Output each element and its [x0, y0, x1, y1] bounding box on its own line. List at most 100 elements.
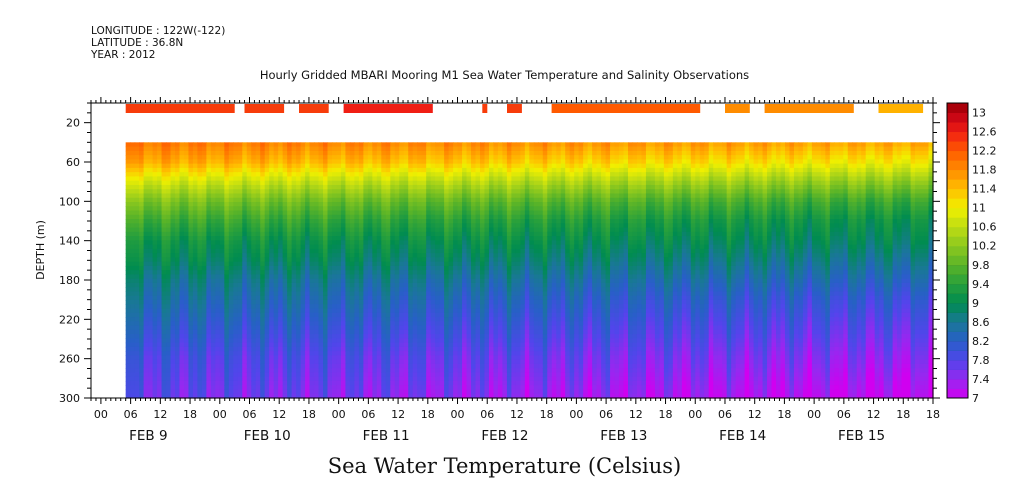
- field-cell: [287, 338, 293, 344]
- field-cell: [161, 287, 167, 293]
- field-cell: [130, 295, 136, 301]
- field-cell: [430, 193, 436, 199]
- field-cell: [376, 363, 382, 369]
- field-cell: [170, 146, 176, 152]
- field-cell: [251, 325, 257, 331]
- field-cell: [484, 184, 490, 190]
- field-cell: [417, 274, 423, 280]
- field-cell: [278, 201, 284, 207]
- field-cell: [488, 295, 495, 301]
- field-cell: [385, 342, 391, 348]
- field-cell: [269, 299, 275, 305]
- field-cell: [309, 184, 315, 190]
- field-cell: [188, 299, 194, 305]
- field-cell: [345, 210, 351, 216]
- field-cell: [323, 193, 329, 199]
- field-cell: [246, 274, 252, 280]
- field-cell: [403, 227, 409, 233]
- field-cell: [408, 308, 414, 314]
- field-cell: [421, 363, 427, 369]
- field-cell: [269, 325, 275, 331]
- field-cell: [488, 189, 495, 195]
- field-cell: [246, 376, 252, 382]
- field-cell: [314, 355, 320, 361]
- field-cell: [435, 385, 441, 391]
- field-cell: [448, 176, 454, 182]
- field-cell: [367, 172, 373, 178]
- field-cell: [130, 282, 136, 288]
- field-cell: [358, 389, 364, 395]
- field-cell: [385, 227, 391, 233]
- field-cell: [251, 380, 257, 386]
- field-cell: [282, 363, 288, 369]
- field-cell: [345, 223, 351, 229]
- field-cell: [323, 265, 329, 271]
- field-cell: [255, 184, 261, 190]
- field-cell: [403, 240, 409, 246]
- field-cell: [435, 240, 441, 246]
- field-cell: [260, 287, 266, 293]
- field-cell: [453, 291, 459, 297]
- field-cell: [179, 308, 185, 314]
- field-cell: [323, 142, 329, 148]
- field-cell: [246, 287, 252, 293]
- field-cell: [237, 261, 243, 267]
- field-cell: [210, 282, 216, 288]
- field-cell: [354, 325, 360, 331]
- field-cell: [228, 248, 234, 254]
- field-cell: [269, 308, 275, 314]
- field-cell: [148, 270, 154, 276]
- field-cell: [363, 189, 369, 195]
- field-cell: [166, 372, 172, 378]
- field-cell: [381, 389, 387, 395]
- field-cell: [300, 346, 306, 352]
- field-cell: [475, 219, 481, 224]
- field-cell: [228, 197, 234, 203]
- field-cell: [219, 223, 225, 229]
- field-cell: [457, 278, 463, 284]
- field-cell: [269, 227, 275, 233]
- field-cell: [412, 355, 418, 361]
- field-cell: [215, 308, 221, 314]
- field-cell: [278, 142, 284, 148]
- field-cell: [134, 223, 140, 229]
- field-cell: [340, 210, 347, 216]
- field-cell: [296, 321, 302, 327]
- field-cell: [349, 342, 356, 348]
- field-cell: [201, 299, 208, 305]
- field-cell: [385, 363, 391, 369]
- field-cell: [166, 231, 172, 237]
- field-cell: [421, 359, 427, 365]
- field-cell: [466, 257, 472, 263]
- field-cell: [426, 219, 432, 224]
- field-cell: [403, 180, 409, 186]
- field-cell: [372, 265, 378, 271]
- field-cell: [336, 193, 342, 199]
- field-cell: [255, 359, 261, 365]
- field-cell: [462, 389, 468, 395]
- field-cell: [278, 368, 284, 374]
- field-cell: [327, 351, 333, 356]
- field-cell: [314, 231, 320, 237]
- field-cell: [340, 189, 347, 195]
- field-cell: [372, 385, 378, 391]
- field-cell: [331, 346, 338, 352]
- field-cell: [457, 317, 463, 322]
- field-cell: [417, 172, 423, 178]
- field-cell: [390, 210, 396, 216]
- field-cell: [314, 342, 320, 348]
- field-cell: [157, 197, 163, 203]
- field-cell: [269, 312, 275, 318]
- field-cell: [125, 334, 131, 339]
- field-cell: [219, 197, 225, 203]
- field-cell: [466, 236, 472, 241]
- field-cell: [412, 214, 418, 220]
- field-cell: [314, 236, 320, 241]
- field-cell: [201, 167, 208, 173]
- field-cell: [358, 236, 364, 241]
- field-cell: [421, 385, 427, 391]
- field-cell: [251, 240, 257, 246]
- field-cell: [251, 321, 257, 327]
- field-cell: [287, 351, 293, 356]
- field-cell: [152, 261, 158, 267]
